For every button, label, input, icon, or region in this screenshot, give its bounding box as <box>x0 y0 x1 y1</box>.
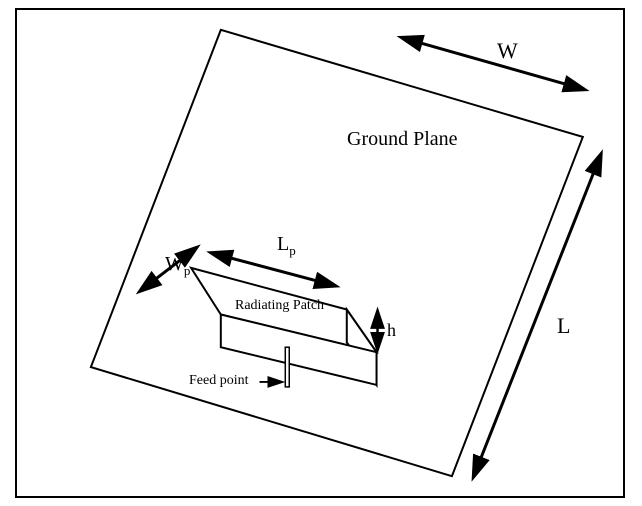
diagram-frame: Ground Plane Radiating Patch Feed point … <box>15 8 625 498</box>
dim-arrow-W <box>402 38 584 90</box>
antenna-diagram-svg <box>17 10 623 496</box>
label-L: L <box>557 313 570 339</box>
label-feed-point: Feed point <box>189 373 249 389</box>
label-radiating-patch: Radiating Patch <box>235 298 324 314</box>
label-h: h <box>387 320 396 341</box>
label-Lp: Lp <box>277 233 296 259</box>
label-Wp: Wp <box>165 253 190 279</box>
label-ground-plane: Ground Plane <box>347 128 458 151</box>
dim-arrow-L <box>474 155 601 476</box>
feed-pin <box>285 347 289 387</box>
label-W: W <box>497 38 518 64</box>
